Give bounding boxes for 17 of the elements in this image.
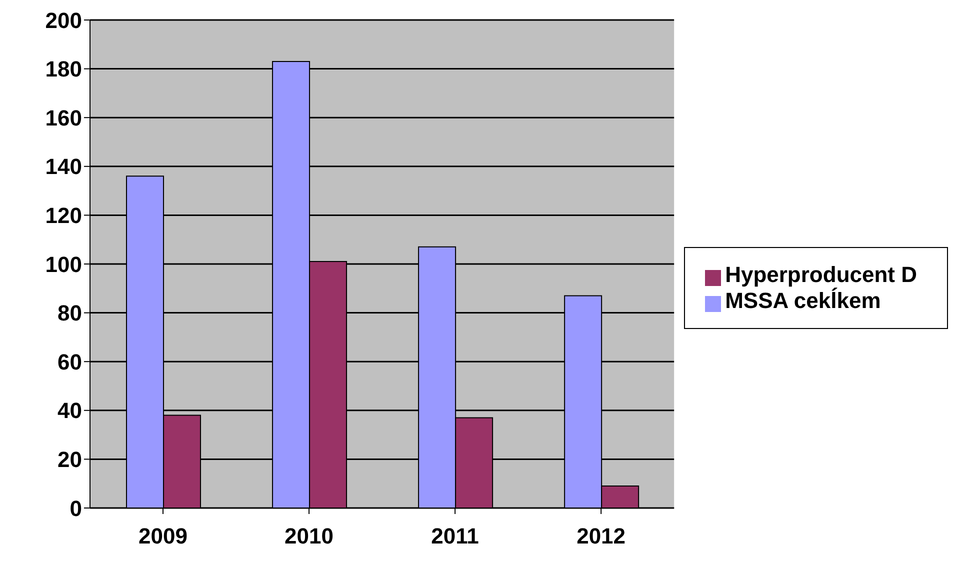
y-tick-label: 40 xyxy=(58,398,82,424)
y-tick-label: 20 xyxy=(58,447,82,472)
y-tick-label: 120 xyxy=(45,203,82,228)
legend-label: MSSA cekĺkem xyxy=(725,288,881,313)
y-tick-label: 100 xyxy=(45,252,82,277)
y-tick-label: 80 xyxy=(58,300,82,326)
y-tick-label: 180 xyxy=(45,56,82,82)
legend-label: Hyperproducent D xyxy=(725,262,917,287)
x-tick-label: 2012 xyxy=(576,524,626,549)
y-tick-label: 200 xyxy=(45,8,82,33)
y-tick-label: 60 xyxy=(58,349,82,374)
x-tick-label: 2009 xyxy=(138,524,188,549)
x-tick-label: 2010 xyxy=(284,524,334,549)
y-tick-label: 0 xyxy=(70,496,82,521)
x-tick-label: 2011 xyxy=(431,524,479,549)
y-tick-label: 160 xyxy=(45,105,82,130)
y-tick-label: 140 xyxy=(45,154,82,180)
